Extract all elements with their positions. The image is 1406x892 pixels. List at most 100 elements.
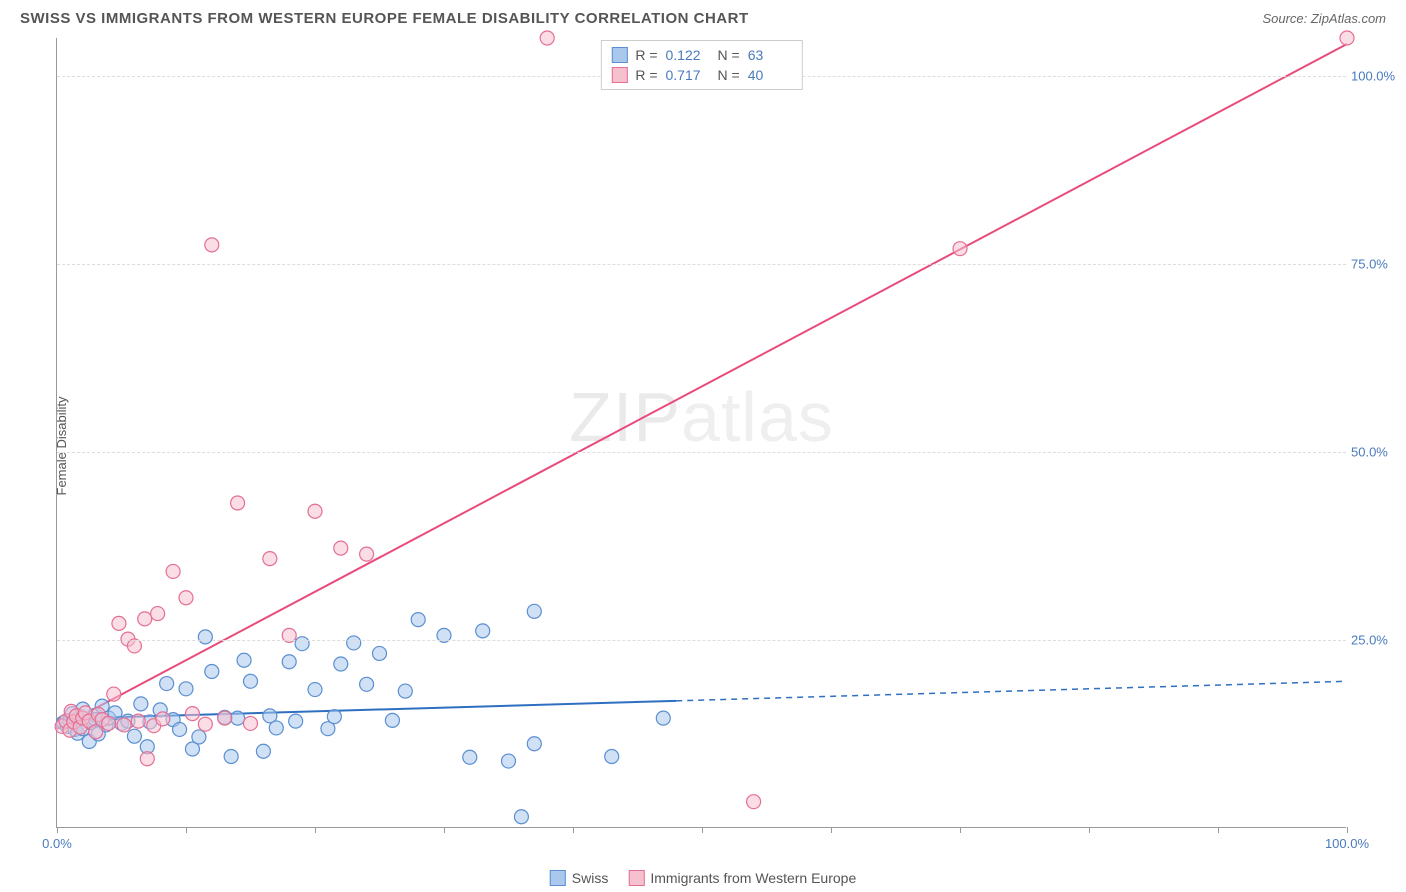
data-point-immigrants: [218, 711, 232, 725]
data-point-immigrants: [747, 795, 761, 809]
r-label: R =: [635, 67, 657, 83]
trend-line-immigrants: [57, 44, 1347, 729]
chart-title: SWISS VS IMMIGRANTS FROM WESTERN EUROPE …: [20, 10, 749, 27]
data-point-immigrants: [117, 718, 131, 732]
x-tick: [1089, 827, 1090, 833]
gridline: [57, 264, 1346, 265]
data-point-swiss: [295, 637, 309, 651]
data-point-swiss: [134, 697, 148, 711]
data-point-immigrants: [179, 591, 193, 605]
r-label: R =: [635, 47, 657, 63]
source-attribution: Source: ZipAtlas.com: [1262, 11, 1386, 26]
data-point-swiss: [502, 754, 516, 768]
data-point-immigrants: [102, 716, 116, 730]
data-point-swiss: [347, 636, 361, 650]
legend-item-swiss: Swiss: [550, 870, 609, 886]
data-point-immigrants: [185, 707, 199, 721]
y-tick-label: 75.0%: [1351, 256, 1406, 271]
x-tick: [444, 827, 445, 833]
correlation-legend: R = 0.122 N = 63 R = 0.717 N = 40: [600, 40, 802, 90]
swatch-swiss: [611, 47, 627, 63]
legend-row-swiss: R = 0.122 N = 63: [611, 45, 791, 65]
x-tick: [960, 827, 961, 833]
swatch-immigrants: [611, 67, 627, 83]
data-point-immigrants: [140, 752, 154, 766]
x-tick: [831, 827, 832, 833]
data-point-swiss: [527, 604, 541, 618]
data-point-swiss: [385, 713, 399, 727]
x-tick: [1347, 827, 1348, 833]
data-point-immigrants: [131, 714, 145, 728]
y-tick-label: 25.0%: [1351, 632, 1406, 647]
data-point-immigrants: [244, 716, 258, 730]
data-point-immigrants: [198, 717, 212, 731]
r-value: 0.717: [666, 67, 710, 83]
x-tick: [1218, 827, 1219, 833]
legend-row-immigrants: R = 0.717 N = 40: [611, 65, 791, 85]
y-tick-label: 50.0%: [1351, 444, 1406, 459]
legend-label: Immigrants from Western Europe: [650, 870, 856, 886]
gridline: [57, 452, 1346, 453]
data-point-swiss: [256, 744, 270, 758]
scatter-svg: [57, 38, 1346, 827]
y-tick-label: 100.0%: [1351, 68, 1406, 83]
n-label: N =: [718, 67, 740, 83]
x-tick: [702, 827, 703, 833]
gridline: [57, 640, 1346, 641]
data-point-swiss: [308, 683, 322, 697]
swatch-immigrants: [628, 870, 644, 886]
data-point-swiss: [373, 646, 387, 660]
data-point-immigrants: [127, 639, 141, 653]
data-point-immigrants: [166, 564, 180, 578]
data-point-swiss: [160, 677, 174, 691]
x-tick-label: 100.0%: [1325, 836, 1369, 851]
data-point-swiss: [179, 682, 193, 696]
data-point-immigrants: [231, 496, 245, 510]
x-tick: [186, 827, 187, 833]
data-point-swiss: [289, 714, 303, 728]
data-point-immigrants: [156, 712, 170, 726]
data-point-swiss: [173, 722, 187, 736]
data-point-swiss: [334, 657, 348, 671]
data-point-swiss: [244, 674, 258, 688]
data-point-swiss: [514, 810, 528, 824]
legend-item-immigrants: Immigrants from Western Europe: [628, 870, 856, 886]
data-point-swiss: [198, 630, 212, 644]
n-value: 40: [748, 67, 792, 83]
x-tick-label: 0.0%: [42, 836, 72, 851]
data-point-swiss: [127, 729, 141, 743]
chart-plot-area: ZIPatlas R = 0.122 N = 63 R = 0.717 N = …: [56, 38, 1346, 828]
data-point-swiss: [398, 684, 412, 698]
swatch-swiss: [550, 870, 566, 886]
data-point-swiss: [205, 665, 219, 679]
data-point-immigrants: [112, 616, 126, 630]
x-tick: [573, 827, 574, 833]
header: SWISS VS IMMIGRANTS FROM WESTERN EUROPE …: [0, 0, 1406, 31]
data-point-swiss: [237, 653, 251, 667]
data-point-swiss: [192, 730, 206, 744]
series-legend: Swiss Immigrants from Western Europe: [550, 870, 856, 886]
data-point-immigrants: [334, 541, 348, 555]
data-point-swiss: [224, 750, 238, 764]
data-point-swiss: [605, 750, 619, 764]
data-point-immigrants: [360, 547, 374, 561]
data-point-immigrants: [151, 607, 165, 621]
data-point-immigrants: [540, 31, 554, 45]
r-value: 0.122: [666, 47, 710, 63]
data-point-swiss: [463, 750, 477, 764]
data-point-swiss: [360, 677, 374, 691]
data-point-swiss: [231, 711, 245, 725]
data-point-swiss: [282, 655, 296, 669]
legend-label: Swiss: [572, 870, 609, 886]
data-point-immigrants: [138, 612, 152, 626]
data-point-immigrants: [953, 242, 967, 256]
data-point-immigrants: [263, 552, 277, 566]
data-point-swiss: [656, 711, 670, 725]
n-label: N =: [718, 47, 740, 63]
data-point-swiss: [527, 737, 541, 751]
data-point-swiss: [476, 624, 490, 638]
data-point-swiss: [411, 613, 425, 627]
x-tick: [57, 827, 58, 833]
data-point-immigrants: [308, 504, 322, 518]
data-point-immigrants: [107, 687, 121, 701]
